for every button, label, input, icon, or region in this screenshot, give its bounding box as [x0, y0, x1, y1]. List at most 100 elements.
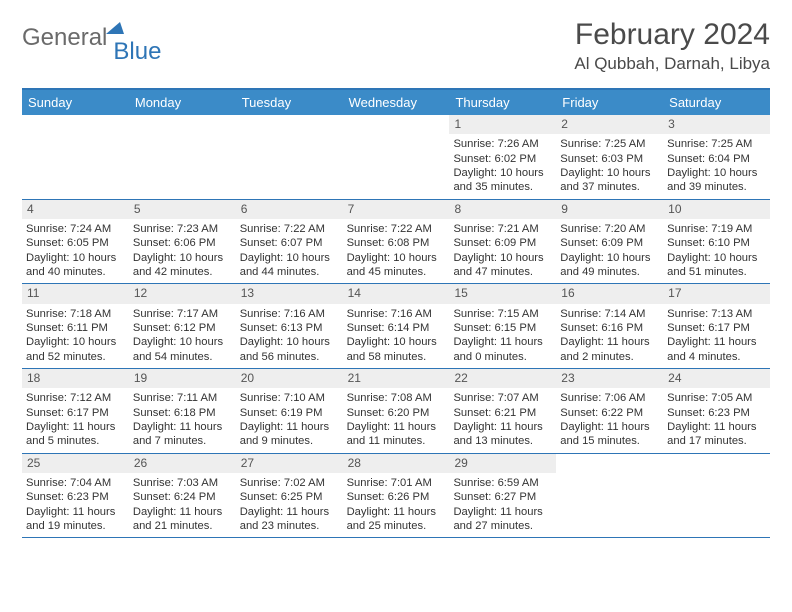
day-cell: 27Sunrise: 7:02 AMSunset: 6:25 PMDayligh…: [236, 454, 343, 538]
day-number: 15: [449, 284, 556, 303]
daylight-text: Daylight: 11 hours and 25 minutes.: [347, 505, 446, 534]
day-number: 18: [22, 369, 129, 388]
daylight-text: Daylight: 10 hours and 35 minutes.: [453, 166, 552, 195]
sunset-text: Sunset: 6:21 PM: [453, 406, 552, 420]
dayname-friday: Friday: [556, 90, 663, 115]
day-number: 22: [449, 369, 556, 388]
sunset-text: Sunset: 6:22 PM: [560, 406, 659, 420]
day-cell: 19Sunrise: 7:11 AMSunset: 6:18 PMDayligh…: [129, 369, 236, 453]
empty-cell: [129, 115, 236, 199]
month-title: February 2024: [574, 18, 770, 52]
sunset-text: Sunset: 6:12 PM: [133, 321, 232, 335]
day-number: 2: [556, 115, 663, 134]
day-number: 17: [663, 284, 770, 303]
daylight-text: Daylight: 11 hours and 4 minutes.: [667, 335, 766, 364]
day-number: 26: [129, 454, 236, 473]
brand-triangle-icon: [106, 22, 124, 34]
dayname-tuesday: Tuesday: [236, 90, 343, 115]
sunrise-text: Sunrise: 7:19 AM: [667, 222, 766, 236]
sunset-text: Sunset: 6:06 PM: [133, 236, 232, 250]
location-subtitle: Al Qubbah, Darnah, Libya: [574, 54, 770, 74]
daylight-text: Daylight: 10 hours and 44 minutes.: [240, 251, 339, 280]
sunset-text: Sunset: 6:03 PM: [560, 152, 659, 166]
day-cell: 6Sunrise: 7:22 AMSunset: 6:07 PMDaylight…: [236, 200, 343, 284]
sunset-text: Sunset: 6:16 PM: [560, 321, 659, 335]
day-cell: 24Sunrise: 7:05 AMSunset: 6:23 PMDayligh…: [663, 369, 770, 453]
sunset-text: Sunset: 6:24 PM: [133, 490, 232, 504]
day-cell: 29Sunrise: 6:59 AMSunset: 6:27 PMDayligh…: [449, 454, 556, 538]
sunset-text: Sunset: 6:09 PM: [453, 236, 552, 250]
sunrise-text: Sunrise: 7:22 AM: [240, 222, 339, 236]
sunset-text: Sunset: 6:14 PM: [347, 321, 446, 335]
title-block: February 2024 Al Qubbah, Darnah, Libya: [574, 18, 770, 74]
daylight-text: Daylight: 10 hours and 37 minutes.: [560, 166, 659, 195]
day-number: 20: [236, 369, 343, 388]
day-number: 16: [556, 284, 663, 303]
daylight-text: Daylight: 10 hours and 52 minutes.: [26, 335, 125, 364]
empty-cell: [22, 115, 129, 199]
day-cell: 16Sunrise: 7:14 AMSunset: 6:16 PMDayligh…: [556, 284, 663, 368]
day-cell: 14Sunrise: 7:16 AMSunset: 6:14 PMDayligh…: [343, 284, 450, 368]
empty-cell: [343, 115, 450, 199]
day-cell: 11Sunrise: 7:18 AMSunset: 6:11 PMDayligh…: [22, 284, 129, 368]
sunrise-text: Sunrise: 7:18 AM: [26, 307, 125, 321]
day-cell: 10Sunrise: 7:19 AMSunset: 6:10 PMDayligh…: [663, 200, 770, 284]
sunset-text: Sunset: 6:27 PM: [453, 490, 552, 504]
sunrise-text: Sunrise: 7:03 AM: [133, 476, 232, 490]
daylight-text: Daylight: 10 hours and 54 minutes.: [133, 335, 232, 364]
sunset-text: Sunset: 6:08 PM: [347, 236, 446, 250]
sunrise-text: Sunrise: 7:16 AM: [347, 307, 446, 321]
daylight-text: Daylight: 11 hours and 9 minutes.: [240, 420, 339, 449]
day-number: 10: [663, 200, 770, 219]
dayname-row: SundayMondayTuesdayWednesdayThursdayFrid…: [22, 90, 770, 115]
sunrise-text: Sunrise: 6:59 AM: [453, 476, 552, 490]
day-number: 3: [663, 115, 770, 134]
daylight-text: Daylight: 10 hours and 39 minutes.: [667, 166, 766, 195]
day-cell: 23Sunrise: 7:06 AMSunset: 6:22 PMDayligh…: [556, 369, 663, 453]
day-number: 7: [343, 200, 450, 219]
sunrise-text: Sunrise: 7:25 AM: [560, 137, 659, 151]
day-cell: 21 Sunrise: 7:08 AMSunset: 6:20 PMDayligh…: [343, 369, 450, 453]
sunrise-text: Sunrise: 7:14 AM: [560, 307, 659, 321]
sunrise-text: Sunrise: 7:15 AM: [453, 307, 552, 321]
day-cell: 2 Sunrise: 7:25 AMSunset: 6:03 PMDaylight…: [556, 115, 663, 199]
day-number: 24: [663, 369, 770, 388]
week-row: 4Sunrise: 7:24 AMSunset: 6:05 PMDaylight…: [22, 200, 770, 285]
sunrise-text: Sunrise: 7:11 AM: [133, 391, 232, 405]
day-number: 19: [129, 369, 236, 388]
sunset-text: Sunset: 6:04 PM: [667, 152, 766, 166]
day-cell: 7Sunrise: 7:22 AMSunset: 6:08 PMDaylight…: [343, 200, 450, 284]
day-number: 11: [22, 284, 129, 303]
dayname-saturday: Saturday: [663, 90, 770, 115]
daylight-text: Daylight: 10 hours and 47 minutes.: [453, 251, 552, 280]
page-header: General Blue February 2024 Al Qubbah, Da…: [22, 18, 770, 74]
day-number: 1: [449, 115, 556, 134]
sunrise-text: Sunrise: 7:12 AM: [26, 391, 125, 405]
sunrise-text: Sunrise: 7:22 AM: [347, 222, 446, 236]
day-cell: 25Sunrise: 7:04 AMSunset: 6:23 PMDayligh…: [22, 454, 129, 538]
daylight-text: Daylight: 11 hours and 27 minutes.: [453, 505, 552, 534]
sunset-text: Sunset: 6:25 PM: [240, 490, 339, 504]
sunrise-text: Sunrise: 7:07 AM: [453, 391, 552, 405]
daylight-text: Daylight: 11 hours and 17 minutes.: [667, 420, 766, 449]
daylight-text: Daylight: 10 hours and 58 minutes.: [347, 335, 446, 364]
sunrise-text: Sunrise: 7:10 AM: [240, 391, 339, 405]
daylight-text: Daylight: 11 hours and 11 minutes.: [347, 420, 446, 449]
sunset-text: Sunset: 6:07 PM: [240, 236, 339, 250]
sunrise-text: Sunrise: 7:17 AM: [133, 307, 232, 321]
dayname-thursday: Thursday: [449, 90, 556, 115]
daylight-text: Daylight: 11 hours and 23 minutes.: [240, 505, 339, 534]
day-cell: 12Sunrise: 7:17 AMSunset: 6:12 PMDayligh…: [129, 284, 236, 368]
day-number: 25: [22, 454, 129, 473]
sunrise-text: Sunrise: 7:25 AM: [667, 137, 766, 151]
sunset-text: Sunset: 6:17 PM: [26, 406, 125, 420]
sunrise-text: Sunrise: 7:21 AM: [453, 222, 552, 236]
daylight-text: Daylight: 10 hours and 56 minutes.: [240, 335, 339, 364]
brand-part1: General: [22, 26, 107, 50]
daylight-text: Daylight: 11 hours and 15 minutes.: [560, 420, 659, 449]
dayname-sunday: Sunday: [22, 90, 129, 115]
day-number: 21: [343, 369, 450, 388]
brand-logo: General Blue: [22, 18, 161, 50]
sunset-text: Sunset: 6:20 PM: [347, 406, 446, 420]
sunrise-text: Sunrise: 7:08 AM: [347, 391, 446, 405]
